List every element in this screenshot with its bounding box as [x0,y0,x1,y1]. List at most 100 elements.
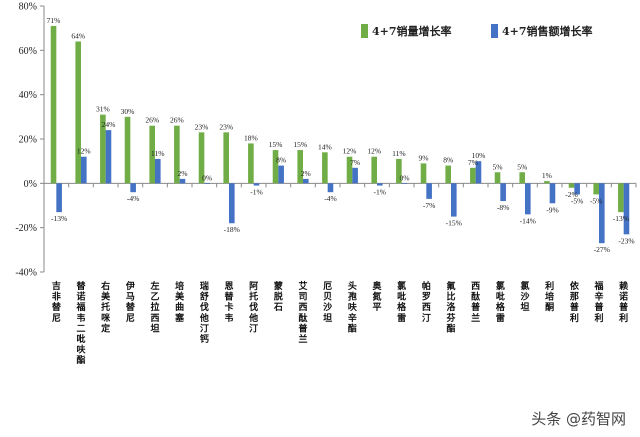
y-tick-label: 20% [19,135,37,146]
sales-growth-bar [155,158,161,184]
sales-growth-label: -14% [520,216,536,225]
category-label: 培美曲塞 [175,280,185,324]
volume-growth-label: 12% [367,147,381,156]
volume-growth-bar [445,165,451,184]
volume-growth-bar [223,132,229,184]
volume-growth-label: 5% [493,162,503,171]
volume-growth-label: 7% [468,158,478,167]
sales-growth-bar [253,183,260,186]
sales-growth-bar [377,183,383,186]
sales-growth-bar [623,183,630,235]
category-label: 氯沙坦 [520,280,529,313]
sales-growth-bar [303,178,309,184]
sales-growth-label: 11% [151,149,164,158]
volume-growth-label: 12% [343,147,357,156]
volume-growth-label: 23% [219,122,233,131]
volume-growth-label: 5% [517,162,527,171]
volume-growth-bar [149,125,155,184]
y-tick-label: 60% [19,46,37,57]
volume-growth-label: 18% [244,133,258,142]
volume-growth-bar [593,183,599,195]
sales-growth-label: -15% [446,219,462,228]
sales-growth-bar [81,156,87,184]
category-label: 利培酮 [544,280,554,313]
chart-bars [50,25,630,244]
volume-growth-bar [568,183,575,188]
sales-growth-bar [525,183,531,215]
sales-growth-bar [179,178,186,184]
sales-growth-bar [130,183,136,193]
volume-growth-bar [396,158,402,184]
category-label: 氯吡格雷 [496,280,506,324]
category-label: 左乙拉西坦 [149,280,159,334]
category-label: 替诺福韦二吡呋酯 [75,280,86,366]
sales-growth-label: 10% [472,151,486,160]
y-tick-label: 40% [19,90,37,101]
volume-growth-label: 30% [121,107,135,116]
sales-growth-bar [426,183,432,199]
category-label: 氟比洛芬酯 [445,280,456,334]
category-label: 吉非替尼 [52,280,62,324]
category-label: 依那普利 [569,280,580,324]
sales-growth-label: 0% [399,173,409,182]
sales-growth-label: -1% [374,188,387,197]
volume-growth-bar [519,172,525,184]
volume-growth-bar [75,41,81,184]
sales-growth-label: -1% [250,188,263,197]
volume-growth-label: 26% [145,116,159,125]
category-label: 西酞普兰 [471,281,480,324]
volume-growth-bar [198,132,205,184]
chart-axes: 80% 60% 40% 20% 0% -20% -40% [15,2,637,279]
sales-growth-label: -23% [618,236,634,245]
sales-growth-bar [475,161,482,184]
watermark: 头条 @药智网 [531,410,626,428]
volume-growth-label: 1% [542,171,552,180]
sales-growth-label: 8% [276,156,286,165]
sales-growth-label: -5% [571,196,584,205]
y-tick-label: 0% [24,179,37,190]
sales-growth-label: -4% [127,194,140,203]
sales-growth-label: 0% [202,173,212,182]
volume-growth-bar [346,156,353,184]
sales-growth-bar [56,183,62,213]
sales-growth-label: 24% [102,120,116,129]
volume-growth-bar [371,156,377,184]
volume-growth-bar [470,167,476,184]
volume-growth-label: 11% [392,149,405,158]
chart-legend: 4+7销量增长率 4+7销售额增长率 [361,24,593,38]
sales-growth-label: -13% [51,214,67,223]
volume-growth-bar [124,116,131,184]
y-tick-label: -20% [15,223,37,234]
volume-growth-bar [618,183,624,213]
sales-growth-label: -18% [224,225,240,234]
legend-swatch [491,24,498,38]
category-label: 蒙脱石 [273,280,283,313]
sales-growth-bar [278,165,284,184]
sales-growth-label: -9% [546,205,559,214]
volume-growth-label: 9% [419,153,429,162]
sales-growth-label: 2% [301,169,311,178]
volume-growth-bar [297,150,303,184]
sales-growth-bar [229,183,235,224]
volume-growth-label: 15% [269,140,283,149]
volume-growth-bar [272,150,279,184]
category-labels: 吉非替尼 替诺福韦二吡呋酯 右美托咪定 伊马替尼 左乙拉西坦 培美曲塞 瑞舒伐他汀钙 恩替卡韦… [52,280,628,366]
category-label: 帕罗西汀 [422,280,431,324]
y-tick-label: -40% [15,268,37,279]
category-label: 头孢呋辛酯 [348,280,358,334]
volume-growth-bar [100,114,106,184]
category-label: 奥氮平 [371,280,382,313]
sales-growth-label: 7% [350,158,360,167]
legend-entry: 4+7销售额增长率 [502,24,593,38]
volume-growth-label: 26% [170,116,184,125]
category-label: 右美托咪定 [100,280,111,334]
volume-growth-label: 15% [293,140,307,149]
category-label: 阿托伐他汀 [248,281,258,334]
category-label: 赖诺普利 [618,280,628,324]
sales-growth-label: 12% [77,147,91,156]
category-label: 福辛普利 [593,280,603,324]
volume-growth-label: -2% [565,190,578,199]
y-tick-label: 80% [19,2,37,13]
volume-growth-bar [420,163,427,184]
